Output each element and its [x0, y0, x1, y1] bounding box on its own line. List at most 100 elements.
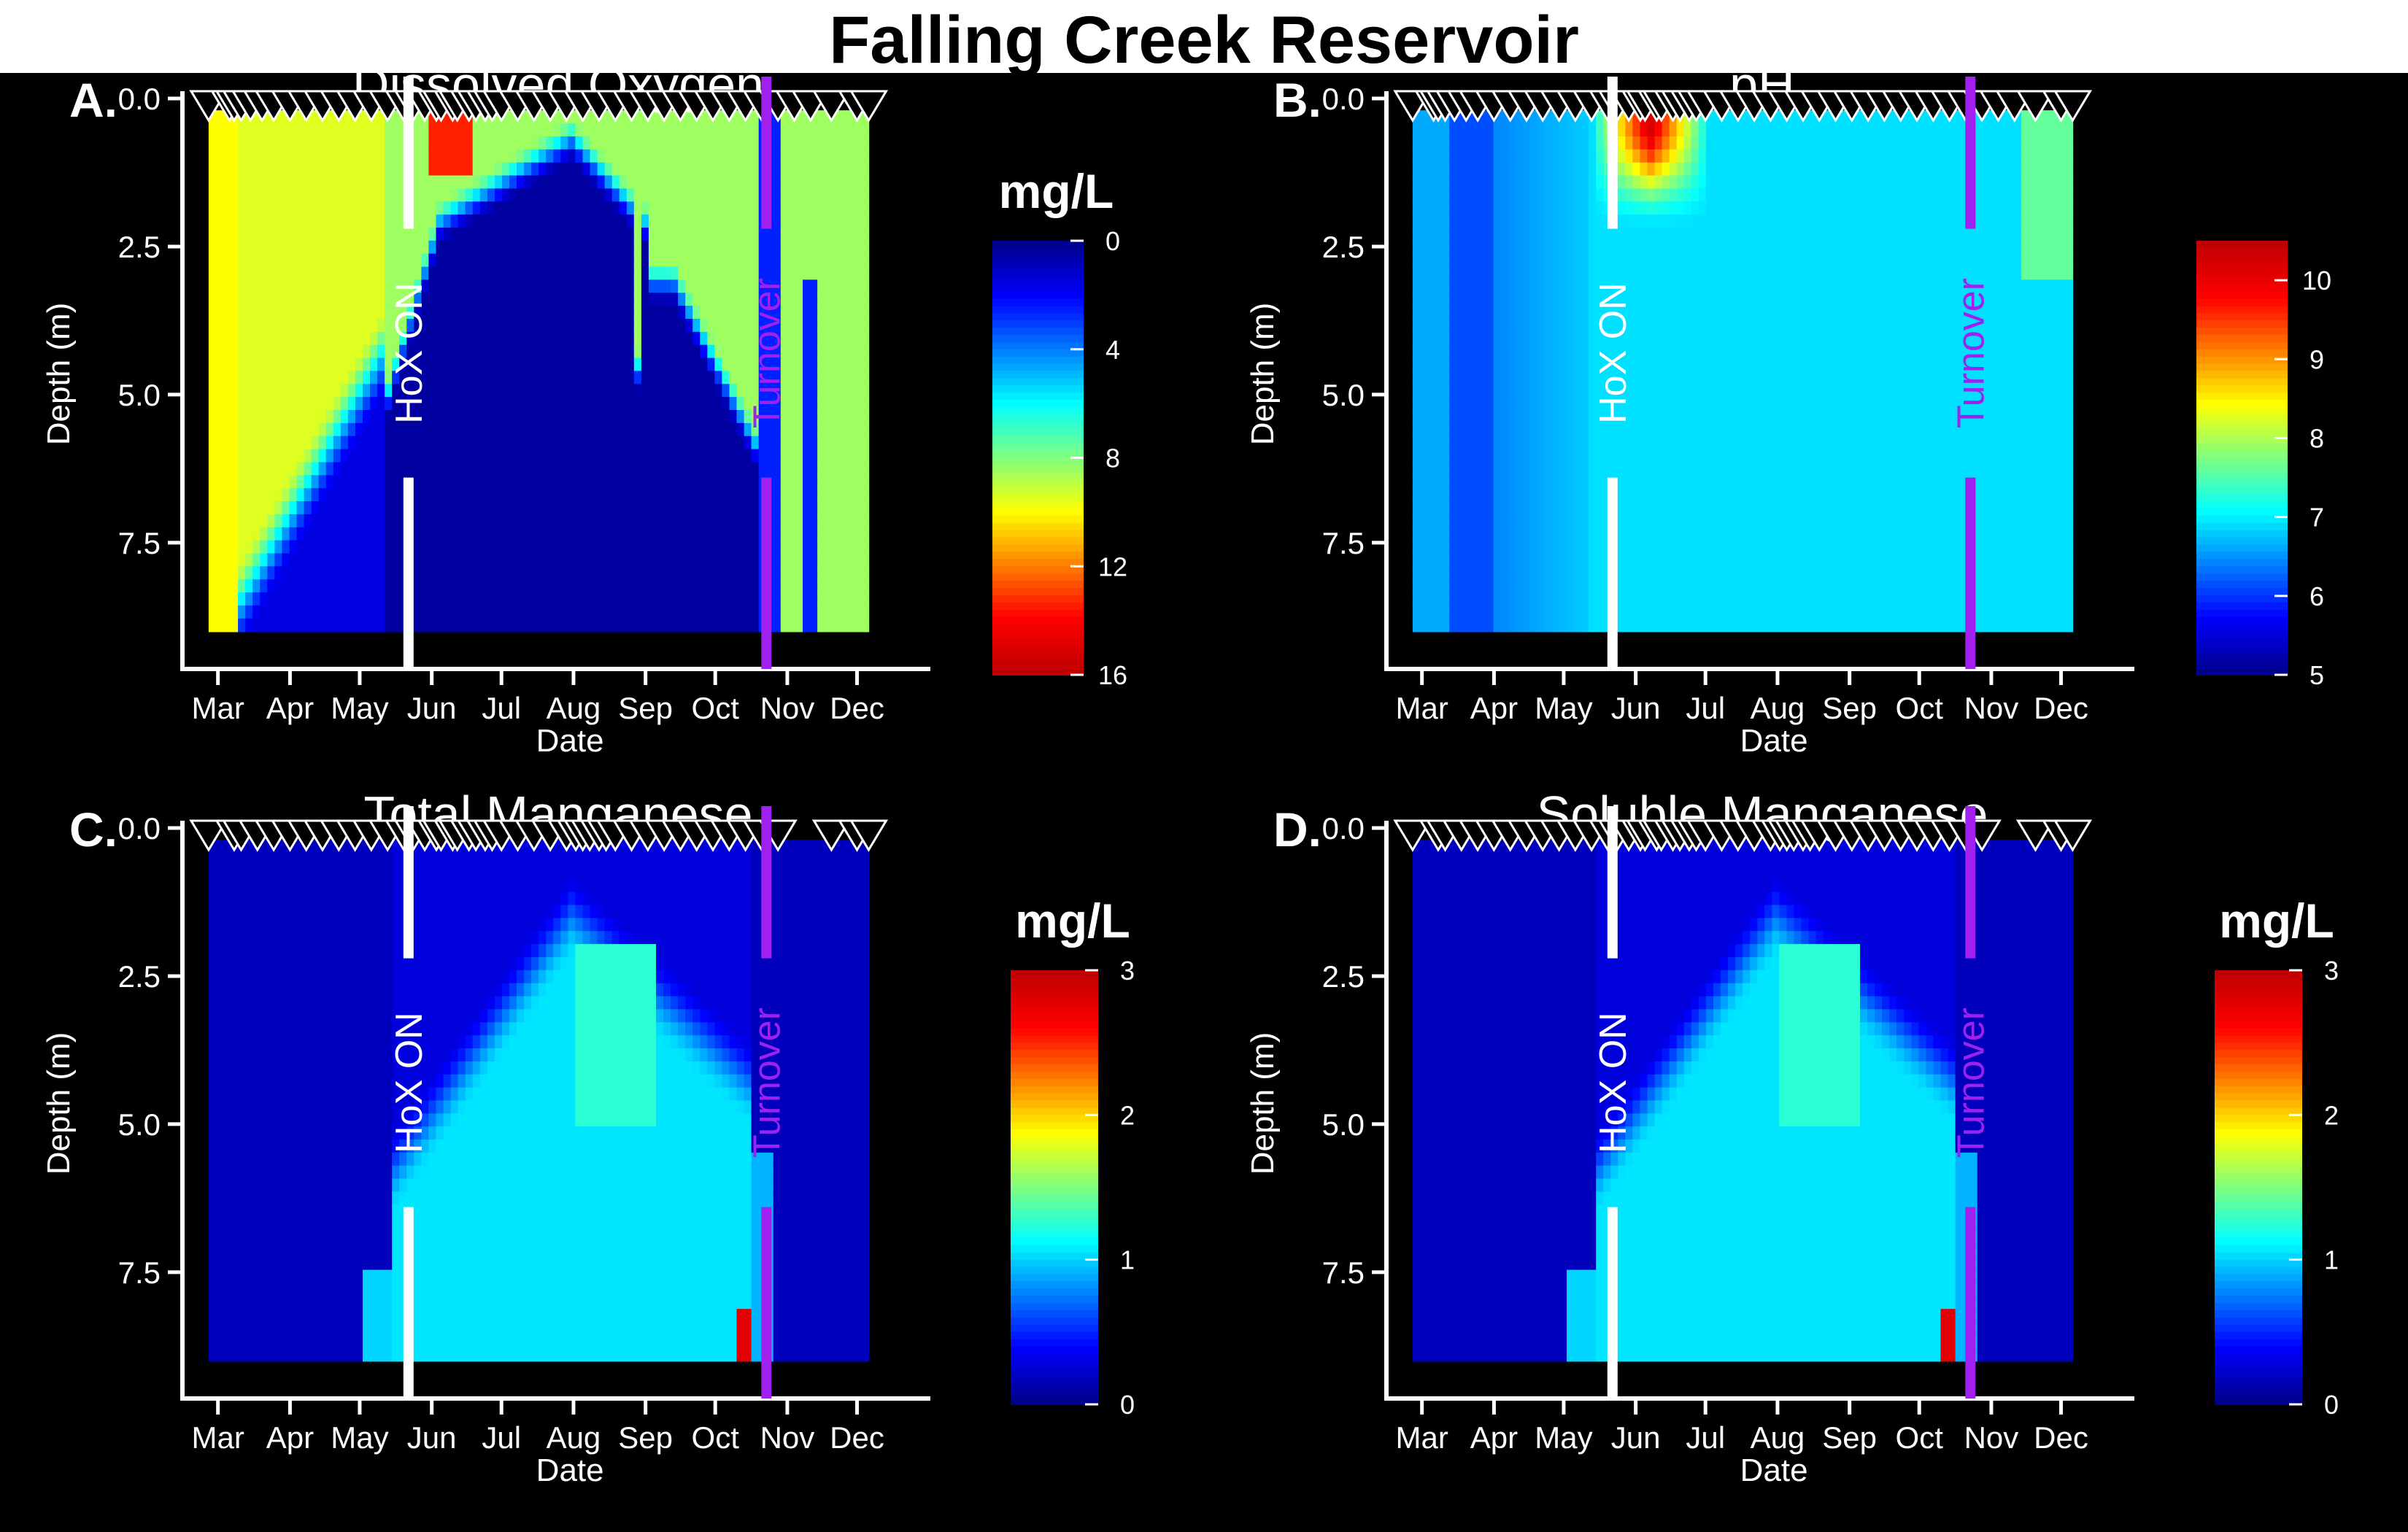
- heatmap-cell: [1537, 592, 1545, 606]
- heatmap-cell: [678, 188, 686, 203]
- heatmap-cell: [678, 384, 686, 398]
- heatmap-cell: [392, 306, 400, 320]
- heatmap-cell: [1618, 162, 1626, 177]
- heatmap-cell: [223, 566, 231, 580]
- heatmap-cell: [553, 488, 562, 502]
- heatmap-cell: [524, 488, 532, 502]
- heatmap-cell: [671, 371, 679, 385]
- heatmap-cell: [1574, 136, 1582, 150]
- heatmap-cell: [355, 149, 363, 163]
- heatmap-cell: [238, 579, 246, 593]
- heatmap-cell: [582, 579, 591, 593]
- heatmap-cell: [832, 475, 840, 489]
- heatmap-cell: [626, 618, 635, 632]
- heatmap-cell: [861, 553, 870, 568]
- heatmap-cell: [1589, 253, 1597, 268]
- heatmap-cell: [817, 618, 825, 632]
- heatmap-cell: [539, 240, 547, 255]
- heatmap-cell: [385, 422, 393, 437]
- heatmap-cell: [296, 579, 305, 593]
- heatmap-cell: [714, 123, 723, 137]
- heatmap-cell: [216, 410, 224, 424]
- heatmap-cell: [582, 592, 591, 606]
- heatmap-cell: [289, 579, 298, 593]
- heatmap-cell: [1500, 214, 1509, 228]
- heatmap-cell: [1500, 422, 1509, 437]
- heatmap-cell: [274, 618, 283, 632]
- heatmap-cell: [1471, 384, 1480, 398]
- heatmap-cell: [641, 293, 649, 306]
- heatmap-cell: [472, 579, 481, 593]
- heatmap-cell: [656, 605, 664, 619]
- heatmap-cell: [671, 540, 679, 554]
- heatmap-cell: [333, 175, 341, 190]
- heatmap-cell: [604, 293, 613, 306]
- heatmap-cell: [1596, 501, 1604, 515]
- heatmap-cell: [751, 553, 760, 568]
- heatmap-cell: [685, 123, 693, 137]
- heatmap-cell: [1464, 501, 1473, 515]
- heatmap-cell: [1581, 175, 1589, 190]
- heatmap-cell: [479, 136, 488, 150]
- heatmap-cell: [619, 123, 628, 137]
- heatmap-cell: [325, 540, 334, 554]
- heatmap-cell: [825, 344, 833, 359]
- heatmap-cell: [517, 266, 525, 281]
- heatmap-cell: [1420, 384, 1428, 398]
- heatmap-cell: [1581, 188, 1589, 203]
- heatmap-cell: [274, 475, 283, 489]
- heatmap-cell: [546, 436, 554, 450]
- heatmap-cell: [656, 319, 664, 333]
- heatmap-cell: [1412, 384, 1421, 398]
- heatmap-cell: [685, 579, 693, 593]
- heatmap-cell: [208, 605, 217, 619]
- heatmap-cell: [1589, 293, 1597, 306]
- heatmap-cell: [1603, 384, 1611, 398]
- heatmap-cell: [611, 605, 620, 619]
- heatmap-cell: [487, 488, 495, 502]
- heatmap-cell: [1589, 462, 1597, 476]
- heatmap-cell: [773, 214, 782, 228]
- heatmap-cell: [223, 397, 231, 411]
- heatmap-cell: [700, 475, 709, 489]
- heatmap-cell: [1581, 475, 1589, 489]
- heatmap-cell: [1551, 605, 1560, 619]
- heatmap-cell: [707, 188, 716, 203]
- heatmap-cell: [245, 266, 253, 281]
- heatmap-cell: [1427, 123, 1435, 137]
- heatmap-cell: [428, 331, 437, 346]
- heatmap-cell: [1486, 514, 1494, 528]
- heatmap-cell: [399, 422, 407, 437]
- heatmap-cell: [1567, 279, 1575, 294]
- heatmap-cell: [1589, 331, 1597, 346]
- heatmap-cell: [274, 527, 283, 541]
- heatmap-cell: [656, 293, 664, 306]
- heatmap-cell: [1435, 540, 1443, 554]
- heatmap-cell: [1427, 228, 1435, 241]
- heatmap-cell: [582, 540, 591, 554]
- heatmap-cell: [619, 501, 628, 515]
- heatmap-cell: [1559, 384, 1567, 398]
- heatmap-cell: [832, 605, 840, 619]
- heatmap-cell: [546, 592, 554, 606]
- heatmap-cell: [1427, 527, 1435, 541]
- heatmap-cell: [846, 188, 855, 203]
- heatmap-cell: [1589, 605, 1597, 619]
- heatmap-cell: [1442, 123, 1450, 137]
- heatmap-cell: [678, 566, 686, 580]
- heatmap-cell: [773, 384, 782, 398]
- heatmap-cell: [611, 240, 620, 255]
- heatmap-cell: [1420, 592, 1428, 606]
- heatmap-cell: [1603, 136, 1611, 150]
- heatmap-cell: [347, 527, 356, 541]
- heatmap-cell: [619, 449, 628, 463]
- heatmap-cell: [289, 592, 298, 606]
- heatmap-cell: [458, 175, 466, 190]
- colorbar-segment: [992, 436, 1084, 444]
- heatmap-cell: [296, 136, 305, 150]
- heatmap-cell: [1589, 149, 1597, 163]
- heatmap-cell: [560, 201, 569, 215]
- heatmap-cell: [443, 436, 452, 450]
- heatmap-cell: [546, 201, 554, 215]
